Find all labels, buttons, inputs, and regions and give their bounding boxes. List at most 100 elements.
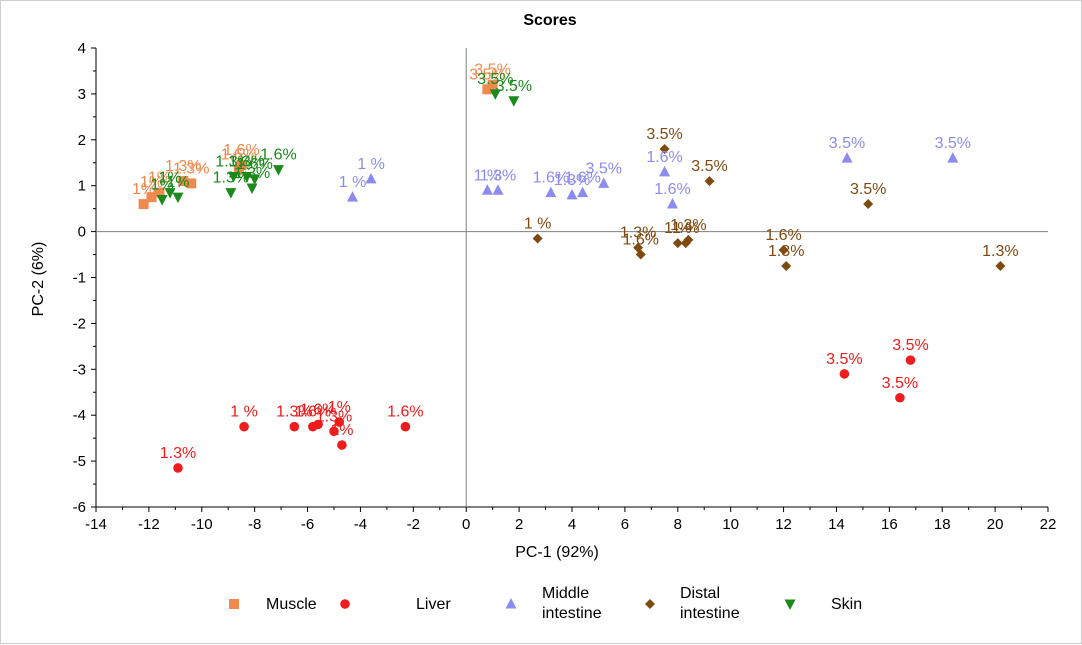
x-tick-label: 14: [828, 516, 845, 533]
distal-intestine-point: [635, 249, 646, 260]
liver-point: [337, 440, 347, 450]
liver-point-label: 3.5%: [882, 375, 918, 392]
distal-intestine-point: [704, 176, 715, 187]
muscle-point: [236, 160, 247, 171]
distal-intestine-point-label: 1.3%: [620, 225, 656, 242]
muscle-point-label: 3.5%: [474, 62, 510, 79]
y-tick-label: -4: [73, 407, 86, 424]
distal-intestine-point-label: 1.3%: [670, 217, 706, 234]
x-tick-label: -10: [191, 516, 213, 533]
liver-point: [289, 421, 300, 432]
legend-middle-intestine-label: Middle intestine: [542, 585, 602, 622]
muscle-point: [146, 192, 157, 203]
muscle-point-label: 1.3%: [173, 160, 209, 177]
skin-point: [156, 194, 168, 206]
skin-point-label: 1.3%: [234, 165, 270, 182]
legend-skin-label: Skin: [831, 596, 862, 613]
liver-point: [895, 392, 905, 403]
middle-intestine-point: [492, 184, 504, 195]
middle-intestine-point: [841, 152, 853, 163]
middle-intestine-point: [545, 186, 557, 198]
legend-middle-intestine-marker: [505, 598, 517, 609]
muscle-point-label: 1%: [148, 170, 171, 187]
distal-intestine-point-label: 3.5%: [850, 181, 886, 198]
liver-point-label: 1%: [328, 399, 351, 416]
muscle-point-label: 1%: [132, 181, 155, 198]
x-tick-label: 4: [568, 516, 576, 533]
legend: Muscle Liver Middle intestine Distal intestin…: [229, 585, 862, 622]
middle-intestine-point-label: 1.6%: [654, 181, 690, 198]
distal-intestine-point-label: 1.6%: [765, 227, 801, 244]
muscle-point-label: 1.6%: [221, 147, 257, 164]
distal-intestine-point: [781, 261, 792, 272]
distal-intestine-point-label: 1.3%: [768, 243, 804, 260]
x-tick-label: -4: [354, 516, 367, 533]
muscle-point-label: 1.3%: [165, 158, 201, 175]
skin-point: [249, 174, 261, 185]
liver-point: [905, 355, 916, 365]
y-tick-label: -6: [73, 499, 86, 516]
x-tick-label: 16: [881, 516, 898, 533]
muscle-point: [186, 178, 197, 189]
middle-intestine-point-label: 1.3%: [480, 167, 516, 184]
distal-intestine-point-label: 3.5%: [691, 158, 727, 175]
point-labels: 1%1%1%1.3%1.3%1.6%1.6%3.5%3.5%1.3%1 % 1.3…: [132, 62, 1019, 462]
legend-muscle-marker: [229, 599, 239, 609]
legend-distal-intestine-marker: [645, 599, 655, 609]
y-tick-label: -1: [73, 270, 86, 287]
x-tick-label: 2: [515, 516, 523, 533]
middle-intestine-point-label: 1 %: [474, 167, 502, 184]
middle-intestine-point-label: 1.6%: [646, 149, 682, 166]
x-tick-label: -8: [248, 516, 261, 533]
x-tick-label: 0: [462, 516, 470, 533]
x-tick-label: 8: [674, 516, 682, 533]
liver-point-label: 1.3%: [160, 445, 196, 462]
skin-point-label: 1.6%: [260, 147, 296, 164]
x-tick-label: -2: [407, 516, 420, 533]
distal-intestine-point: [778, 244, 789, 255]
liver-point: [400, 421, 411, 432]
middle-intestine-point-label: 3.5%: [829, 135, 865, 152]
y-axis-label: PC-2 (6%): [30, 242, 47, 317]
muscle-point-label: 3.5%: [469, 66, 505, 83]
skin-point: [228, 172, 240, 183]
liver-point: [839, 369, 850, 379]
middle-intestine-point-label: 3.5%: [585, 160, 621, 177]
chart-title: Scores: [523, 12, 576, 29]
muscle-point: [138, 199, 149, 210]
liver-point-label: 1 %: [230, 404, 258, 421]
y-tick-label: 1: [78, 178, 86, 195]
distal-intestine-point-label: 3.5%: [646, 126, 682, 143]
middle-intestine-point: [347, 191, 359, 202]
middle-intestine-point: [577, 186, 589, 198]
y-tick-label: -3: [73, 361, 86, 378]
middle-intestine-point-label: 1.6%: [533, 170, 569, 187]
skin-point-label: 1.6%: [236, 156, 272, 173]
data-points: [138, 79, 1006, 473]
x-tick-label: 12: [775, 516, 792, 533]
skin-point: [172, 192, 184, 204]
skin-point-label: 3.5%: [496, 78, 532, 95]
muscle-point: [154, 187, 165, 198]
y-tick-label: 0: [78, 224, 86, 241]
y-tick-label: 4: [78, 40, 86, 57]
distal-intestine-point-label: 1 %: [664, 220, 692, 237]
muscle-point-label: 1.6%: [223, 142, 259, 159]
middle-intestine-point: [598, 177, 610, 188]
middle-intestine-point-label: 1.3%: [554, 172, 590, 189]
distal-intestine-point-label: 1 %: [672, 220, 700, 237]
distal-intestine-point: [995, 261, 1006, 272]
x-tick-label: 18: [934, 516, 951, 533]
middle-intestine-point: [481, 184, 493, 195]
axes: -14 -12 -10 -8 -6 -4 -2 0 2 4 6 8 10 12 14 16 18 20 22-6-5…: [73, 40, 1057, 533]
x-tick-label: 6: [621, 516, 629, 533]
liver-point-label: 1.6%: [387, 404, 423, 421]
distal-intestine-point-label: 1 %: [524, 215, 552, 232]
skin-point-label: 1%: [158, 170, 181, 187]
muscle-point: [482, 84, 493, 95]
skin-point-label: 1.3%: [215, 154, 251, 171]
distal-intestine-point: [863, 199, 874, 210]
liver-point: [334, 417, 345, 427]
